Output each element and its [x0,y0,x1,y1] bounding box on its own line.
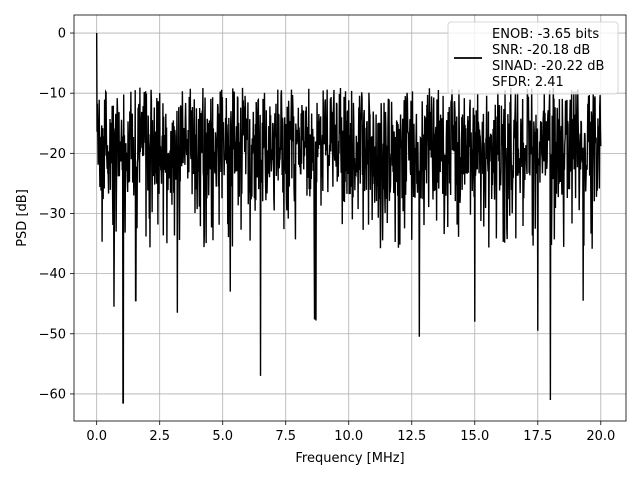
y-axis-ticks: 0 −10 −20 −30 −40 −50 −60 [39,27,74,402]
legend-line-snr: SNR: -20.18 dB [492,43,590,58]
y-tick-label: −20 [39,147,66,162]
y-tick-label: 0 [58,27,66,42]
x-tick-label: 7.5 [275,429,296,444]
x-tick-label: 10.0 [334,429,363,444]
x-tick-label: 15.0 [460,429,489,444]
legend-line-enob: ENOB: -3.65 bits [492,27,599,42]
legend-line-sfdr: SFDR: 2.41 [492,75,564,90]
x-tick-label: 2.5 [149,429,170,444]
x-tick-label: 12.5 [397,429,426,444]
series-group [95,33,602,404]
x-tick-label: 17.5 [523,429,552,444]
y-tick-label: −60 [39,387,66,402]
x-tick-label: 20.0 [586,429,615,444]
x-tick-label: 5.0 [212,429,233,444]
legend: ENOB: -3.65 bits SNR: -20.18 dB SINAD: -… [447,21,619,95]
y-tick-label: −50 [39,327,66,342]
y-tick-label: −40 [39,267,66,282]
x-axis-ticks: 0.0 2.5 5.0 7.5 10.0 12.5 15.0 17.5 20.0 [86,421,615,444]
x-axis-label: Frequency [MHz] [295,451,404,466]
axes-frame [73,14,627,422]
x-tick-label: 0.0 [86,429,107,444]
y-tick-label: −10 [39,87,66,102]
psd-series-line [95,33,602,404]
legend-box [447,21,619,95]
y-tick-label: −30 [39,207,66,222]
legend-line-sinad: SINAD: -20.22 dB [492,59,604,74]
y-axis-label: PSD [dB] [15,189,30,247]
